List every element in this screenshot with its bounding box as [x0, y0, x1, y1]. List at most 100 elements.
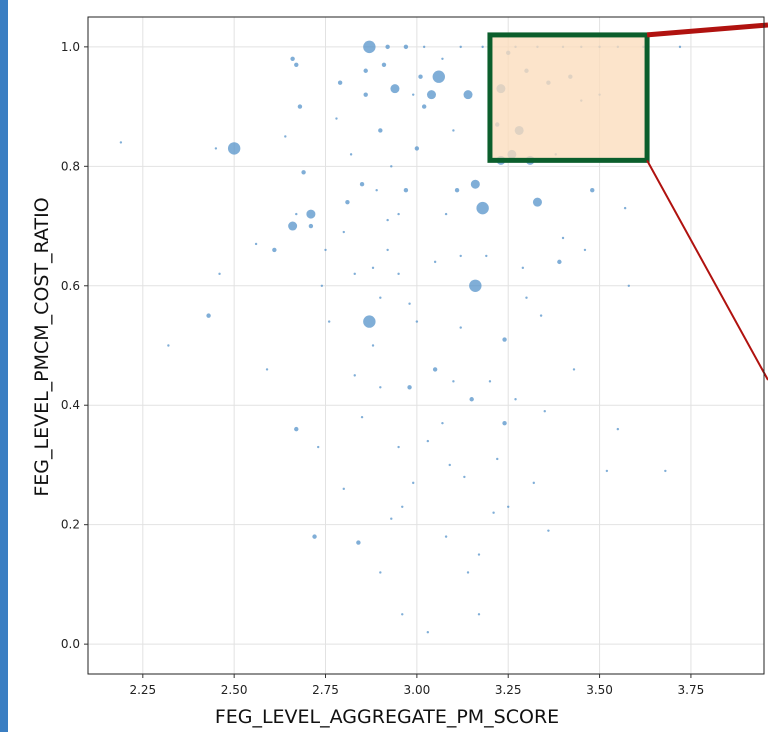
data-point — [481, 45, 484, 49]
data-point — [433, 260, 437, 264]
data-point — [397, 445, 400, 449]
data-point — [466, 571, 470, 574]
x-tick-label: 3.25 — [495, 683, 522, 697]
data-point — [371, 344, 375, 347]
data-point — [521, 266, 525, 270]
y-tick-label: 0.8 — [61, 159, 80, 173]
y-axis-label: FEG_LEVEL_PMCM_COST_RATIO — [31, 197, 53, 496]
data-point — [502, 337, 507, 342]
data-point — [463, 475, 466, 479]
data-point — [444, 212, 448, 216]
data-point — [485, 254, 488, 258]
data-point — [426, 90, 436, 100]
data-point — [583, 248, 587, 252]
data-point — [557, 259, 562, 265]
pointer-line-bottom — [646, 159, 768, 381]
data-point — [359, 182, 365, 187]
data-point — [514, 398, 517, 401]
y-tick-label: 0.2 — [61, 518, 80, 532]
data-point — [403, 188, 409, 193]
data-point — [288, 221, 298, 231]
data-point — [477, 553, 481, 556]
data-point — [415, 320, 419, 323]
data-point — [375, 189, 378, 192]
data-point — [371, 266, 375, 270]
data-point — [342, 487, 345, 491]
data-point — [363, 68, 368, 73]
data-point — [363, 315, 376, 328]
data-point — [397, 272, 400, 276]
y-tick-label: 1.0 — [61, 40, 80, 54]
data-point — [476, 201, 489, 215]
x-tick-label: 2.25 — [129, 683, 156, 697]
data-point — [379, 571, 382, 574]
data-point — [623, 206, 627, 210]
data-point — [317, 445, 320, 449]
data-point — [378, 128, 383, 133]
plot-frame — [87, 16, 765, 675]
data-point — [403, 44, 409, 50]
data-point — [353, 272, 356, 276]
x-tick-label: 2.75 — [312, 683, 339, 697]
x-axis-ticks: 2.25 2.50 2.75 3.00 3.25 3.50 3.75 — [129, 674, 704, 697]
data-point — [294, 62, 299, 67]
data-point — [421, 104, 427, 109]
data-point — [119, 141, 123, 144]
data-point — [605, 469, 609, 473]
data-point — [492, 511, 495, 514]
data-point — [381, 62, 387, 67]
data-point — [627, 284, 630, 287]
data-point — [301, 170, 306, 175]
data-point — [547, 529, 550, 532]
data-point — [379, 296, 382, 299]
data-point — [335, 117, 338, 120]
data-point — [532, 481, 535, 485]
data-point — [227, 142, 241, 155]
pointer-line-top — [646, 22, 768, 38]
data-point — [422, 45, 426, 49]
data-point — [459, 326, 462, 329]
data-point — [496, 457, 499, 461]
data-point — [345, 199, 350, 205]
data-point — [418, 74, 423, 79]
data-point — [214, 147, 218, 150]
highlight-region — [487, 32, 650, 163]
data-point — [353, 374, 356, 377]
data-point — [525, 296, 528, 299]
data-point — [385, 44, 390, 50]
x-tick-label: 3.00 — [404, 683, 431, 697]
data-point — [390, 84, 400, 94]
data-point — [272, 247, 277, 253]
data-point — [386, 248, 389, 252]
data-point — [432, 367, 438, 372]
data-point — [379, 386, 382, 389]
data-point — [426, 630, 430, 634]
x-tick-label: 3.75 — [678, 683, 705, 697]
data-point — [342, 230, 345, 234]
data-point — [356, 540, 361, 545]
data-point — [477, 613, 481, 616]
y-tick-label: 0.0 — [61, 637, 80, 651]
data-point — [463, 90, 473, 100]
data-point — [297, 104, 303, 109]
data-point — [312, 534, 317, 539]
data-point — [284, 135, 287, 138]
data-point — [426, 439, 430, 443]
x-axis-label: FEG_LEVEL_AGGREGATE_PM_SCORE — [215, 706, 559, 728]
data-point — [254, 242, 258, 246]
y-tick-label: 0.6 — [61, 279, 80, 293]
data-point — [206, 313, 211, 318]
data-point — [452, 129, 455, 132]
data-point — [444, 535, 448, 538]
data-point — [320, 284, 324, 287]
data-point — [507, 505, 510, 508]
data-point — [294, 426, 299, 432]
x-tick-label: 2.50 — [221, 683, 248, 697]
data-point — [363, 92, 368, 97]
data-point — [401, 505, 404, 508]
data-point — [324, 248, 327, 252]
data-point — [265, 368, 269, 371]
data-point — [590, 188, 595, 193]
data-point — [327, 320, 331, 323]
grid-layer — [88, 17, 764, 674]
